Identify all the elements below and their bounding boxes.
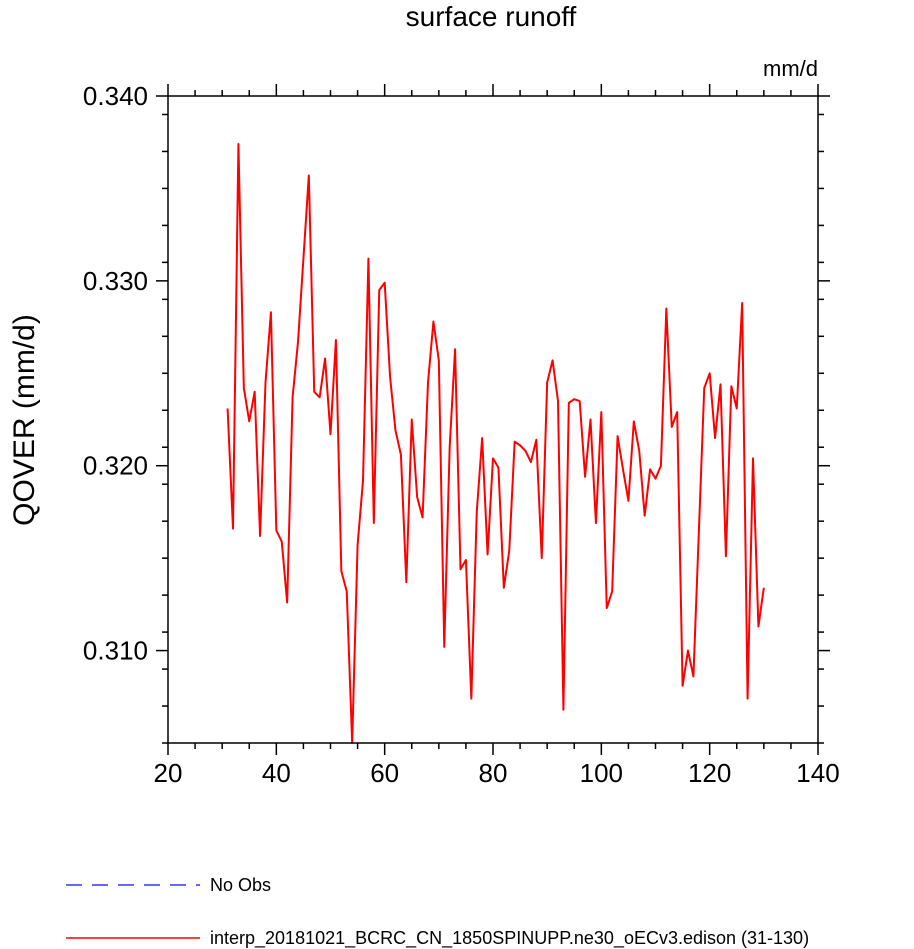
y-axis-label: QOVER (mm/d) <box>8 314 41 526</box>
x-tick-label: 140 <box>796 758 839 788</box>
legend: No Obs interp_20181021_BCRC_CN_1850SPINUP… <box>66 875 809 949</box>
x-tick-label: 80 <box>479 758 508 788</box>
legend-label: No Obs <box>210 875 271 895</box>
x-tick-label: 120 <box>688 758 731 788</box>
x-tick-label: 100 <box>580 758 623 788</box>
y-tick-label: 0.310 <box>83 636 148 666</box>
data-layer <box>226 143 765 744</box>
x-tick-label: 20 <box>154 758 183 788</box>
y-tick-label: 0.330 <box>83 266 148 296</box>
plot-frame <box>167 95 819 744</box>
legend-label: interp_20181021_BCRC_CN_1850SPINUPP.ne30… <box>210 928 809 949</box>
x-tick-label: 60 <box>370 758 399 788</box>
series-line <box>226 143 765 744</box>
y-tick-label: 0.320 <box>83 451 148 481</box>
units-label: mm/d <box>763 56 818 81</box>
axes: 20 40 60 80 100 120 140 0.310 0.320 0.330 0.340 <box>83 81 840 788</box>
x-tick-label: 40 <box>262 758 291 788</box>
y-tick-label: 0.340 <box>83 81 148 111</box>
chart-title: surface runoff <box>406 1 577 32</box>
